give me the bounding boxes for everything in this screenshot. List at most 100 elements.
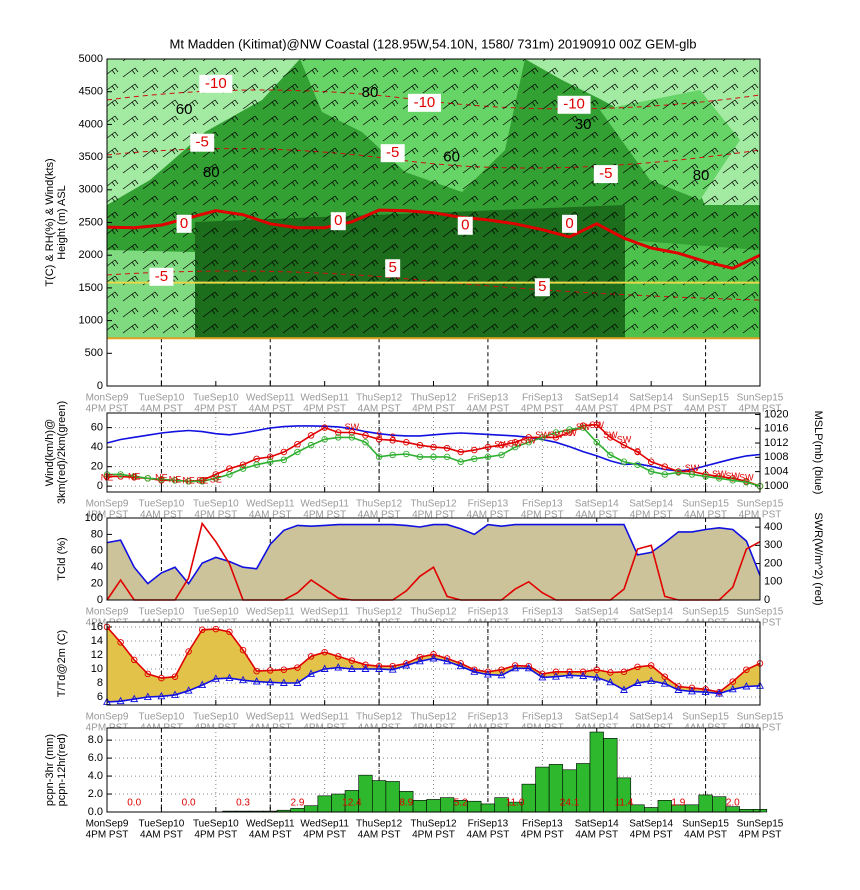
- marker: [647, 662, 655, 669]
- label-box: [534, 278, 550, 297]
- bar: [712, 796, 727, 813]
- period-total: 1.9: [671, 798, 685, 809]
- marker: [593, 421, 601, 428]
- marker: [484, 453, 492, 461]
- x-tick-label: 4AM PST: [140, 404, 183, 415]
- marker: [116, 696, 125, 705]
- bar: [698, 794, 713, 813]
- plot-frame: [106, 58, 761, 387]
- marker: [634, 448, 641, 456]
- marker: [253, 667, 260, 675]
- label-box: [330, 212, 346, 231]
- annotation: 60: [176, 101, 193, 118]
- x-tick-label: 4PM PST: [412, 404, 455, 415]
- marker: [607, 669, 614, 676]
- marker: [498, 441, 505, 449]
- marker: [347, 664, 356, 672]
- bar: [657, 800, 672, 813]
- marker: [361, 664, 370, 672]
- x-tick-label: FriSep13: [468, 712, 509, 723]
- marker: [511, 443, 519, 451]
- annotation: SW: [617, 435, 632, 445]
- marker: [348, 429, 356, 436]
- y-axis-label: pcpn-12hr(red): [56, 734, 68, 807]
- x-tick-label: 4PM PST: [739, 510, 782, 521]
- annotation: SW: [562, 428, 577, 438]
- marker: [715, 689, 724, 697]
- marker: [715, 475, 723, 482]
- label-box: [190, 133, 215, 152]
- y-tick-label: 0.0: [88, 806, 103, 818]
- marker: [184, 686, 193, 694]
- marker: [375, 453, 383, 461]
- x-tick-label: 4PM PST: [739, 404, 782, 415]
- marker: [688, 471, 696, 478]
- marker: [294, 440, 301, 448]
- annotation: -5: [386, 144, 399, 161]
- marker: [430, 453, 437, 461]
- marker: [158, 476, 165, 483]
- x-tick-label: ThuSep12: [410, 607, 457, 618]
- y-tick-label: 100: [85, 512, 103, 524]
- marker: [267, 458, 274, 466]
- annotation: 80: [693, 167, 710, 184]
- y-tick-label: 0: [97, 480, 103, 492]
- marker: [551, 672, 560, 680]
- y-tick-label: 60: [91, 545, 103, 557]
- marker: [539, 434, 546, 441]
- x-tick-label: 4AM PST: [575, 510, 618, 521]
- x-tick-label: TueSep10: [139, 607, 185, 618]
- marker: [729, 678, 737, 685]
- x-tick-label: TueSep10: [193, 499, 239, 510]
- marker: [403, 450, 410, 458]
- annotation: -10: [414, 94, 436, 111]
- marker: [634, 461, 641, 468]
- x-tick-label: 4AM PST: [140, 830, 183, 841]
- marker: [171, 477, 179, 484]
- marker: [701, 687, 710, 696]
- marker: [430, 651, 437, 658]
- marker: [171, 673, 179, 680]
- bar: [644, 807, 659, 813]
- marker: [307, 432, 315, 439]
- y2-tick-label: 1020: [764, 408, 788, 420]
- marker: [307, 669, 316, 677]
- marker: [688, 686, 696, 695]
- marker: [198, 478, 206, 485]
- y2-tick-label: 1016: [764, 423, 788, 435]
- marker: [660, 679, 669, 687]
- x-tick-label: WedSep11: [246, 393, 295, 404]
- x-tick-label: FriSep13: [522, 393, 563, 404]
- marker: [457, 458, 464, 466]
- marker: [158, 674, 165, 682]
- x-tick-label: 4AM PST: [575, 830, 618, 841]
- marker: [253, 461, 260, 468]
- y2-tick-label: 200: [764, 557, 782, 569]
- marker: [320, 664, 329, 672]
- marker: [606, 677, 615, 686]
- marker: [171, 690, 179, 698]
- marker: [117, 471, 124, 478]
- marker: [728, 684, 737, 693]
- marker: [661, 471, 669, 478]
- x-tick-label: 4PM PST: [630, 404, 673, 415]
- x-tick-label: 4AM PST: [467, 404, 510, 415]
- marker: [252, 677, 261, 685]
- period-total: 24.1: [560, 798, 580, 809]
- y-axis-label: Height (m) ASL: [56, 185, 68, 260]
- x-tick-label: 4PM PST: [86, 510, 129, 521]
- x-tick-label: SatSep14: [629, 712, 673, 723]
- y-tick-label: 10: [91, 663, 103, 675]
- y-tick-label: 0: [97, 380, 103, 392]
- plot-frame: [106, 621, 761, 706]
- x-tick-label: WedSep11: [300, 499, 349, 510]
- marker: [470, 667, 479, 675]
- y-tick-label: 20: [91, 461, 103, 473]
- x-tick-label: WedSep11: [300, 819, 349, 830]
- x-tick-label: 4AM PST: [358, 404, 401, 415]
- x-tick-label: SatSep14: [575, 607, 619, 618]
- annotation: SW: [549, 430, 564, 440]
- y-tick-label: 1500: [79, 282, 103, 294]
- marker: [538, 672, 547, 681]
- x-tick-label: ThuSep12: [410, 819, 457, 830]
